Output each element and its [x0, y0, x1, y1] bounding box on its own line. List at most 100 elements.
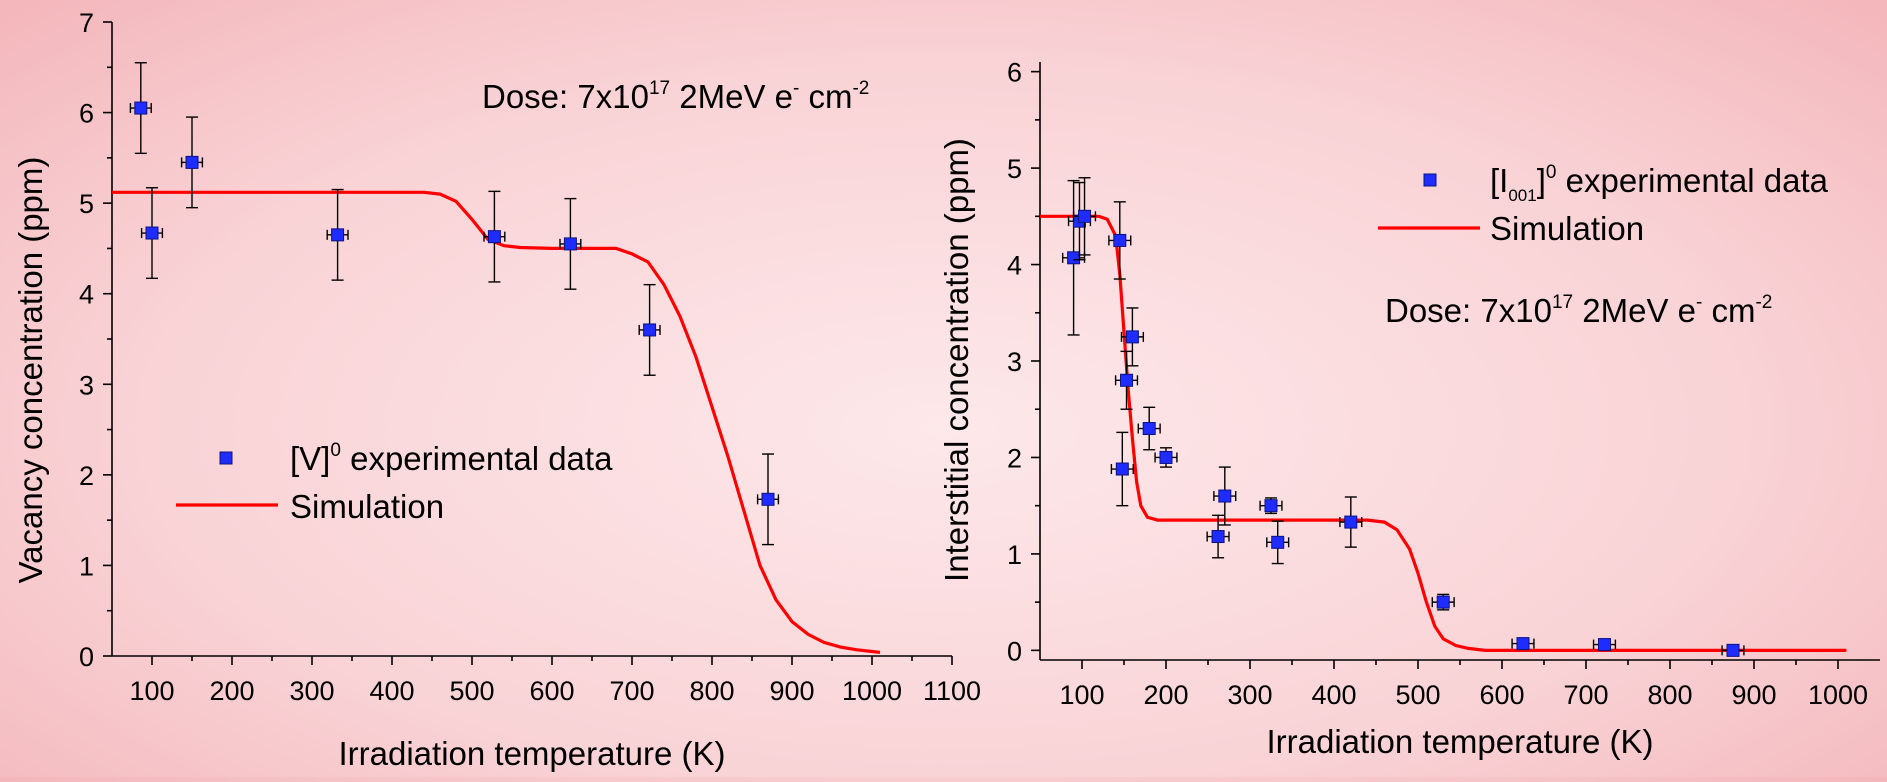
data-marker — [761, 492, 775, 506]
data-marker — [563, 237, 577, 251]
y-tick-label: 4 — [1007, 251, 1022, 281]
legend-text: [I — [1490, 162, 1508, 199]
y-tick-label: 6 — [79, 99, 94, 129]
x-tick-label: 100 — [129, 676, 174, 706]
data-marker — [487, 230, 501, 244]
data-marker — [331, 228, 345, 242]
dose-text: cm — [799, 78, 852, 115]
legend-label-simulation: Simulation — [290, 488, 444, 525]
y-tick-label: 0 — [1007, 636, 1022, 666]
data-point — [129, 62, 152, 155]
data-point — [756, 453, 780, 546]
legend-label-simulation: Simulation — [1490, 210, 1644, 247]
dose-text: Dose: 7x10 — [1385, 292, 1552, 329]
interstitial-chart: 100 200 300 400 500 600 700 800 900 10000123456Ir… — [938, 58, 1880, 760]
y-axis-label: Interstitial concentration (ppm) — [938, 138, 975, 582]
data-marker — [1218, 489, 1232, 503]
data-marker — [1067, 251, 1081, 265]
x-axis-label: Irradiation temperature (K) — [339, 735, 726, 772]
legend-text: experimental data — [341, 440, 613, 477]
y-tick-label: 0 — [79, 642, 94, 672]
legend-marker — [1423, 173, 1437, 187]
dose-text: 2MeV e — [670, 78, 793, 115]
x-tick-label: 400 — [369, 676, 414, 706]
y-tick-label: 7 — [79, 8, 94, 38]
legend-subscript: 001 — [1508, 186, 1536, 205]
dose-superscript: -2 — [852, 78, 869, 99]
data-point — [180, 116, 204, 209]
y-tick-label: 3 — [79, 370, 94, 400]
data-marker — [1113, 233, 1127, 247]
legend-text: ] — [1537, 162, 1546, 199]
legend: [V]0 experimental data Simulation — [176, 440, 613, 525]
y-tick-label: 1 — [79, 551, 94, 581]
y-tick-label: 5 — [79, 189, 94, 219]
data-marker — [134, 101, 148, 115]
data-point — [1206, 514, 1230, 559]
x-tick-label: 600 — [529, 676, 574, 706]
data-point — [1339, 496, 1363, 548]
x-tick-label: 500 — [449, 676, 494, 706]
data-point — [1110, 431, 1134, 507]
x-tick-label: 300 — [1227, 680, 1272, 710]
data-marker — [1264, 499, 1278, 513]
legend-superscript: 0 — [330, 440, 341, 461]
dose-superscript: 17 — [649, 78, 670, 99]
y-tick-label: 3 — [1007, 347, 1022, 377]
data-point — [326, 188, 349, 281]
legend-superscript: 0 — [1546, 162, 1557, 183]
x-tick-label: 1000 — [842, 676, 902, 706]
legend-label-experimental: [I001]0 experimental data — [1490, 162, 1829, 205]
data-point — [1259, 497, 1283, 515]
simulation-line — [112, 190, 881, 654]
x-tick-label: 800 — [1647, 680, 1692, 710]
data-marker — [1726, 643, 1740, 657]
dose-superscript: - — [1696, 292, 1702, 313]
data-marker — [1142, 422, 1156, 436]
data-point — [140, 187, 164, 280]
legend-label-experimental: [V]0 experimental data — [290, 440, 613, 477]
y-axis-label: Vacancy concentration (ppm) — [12, 157, 49, 584]
data-marker — [1120, 373, 1134, 387]
data-marker — [1271, 535, 1285, 549]
x-tick-label: 700 — [1563, 680, 1608, 710]
data-marker — [1159, 450, 1173, 464]
data-marker — [1125, 330, 1139, 344]
x-tick-label: 300 — [289, 676, 334, 706]
dose-text: Dose: 7x10 — [482, 78, 649, 115]
dose-annotation: Dose: 7x1017 2MeV e- cm-2 — [1385, 292, 1772, 329]
vacancy-chart: 100 200 300 400 500 600 700 800 900 1000 1100 0 1 2 3 4… — [12, 8, 981, 772]
y-tick-label: 6 — [1007, 58, 1022, 88]
x-tick-label: 100 — [1059, 680, 1104, 710]
data-point — [1213, 466, 1237, 526]
data-point — [1511, 637, 1535, 651]
y-tick-label: 4 — [79, 280, 94, 310]
data-marker — [145, 226, 159, 240]
x-tick-label: 200 — [1143, 680, 1188, 710]
x-axis-label: Irradiation temperature (K) — [1267, 723, 1654, 760]
data-marker — [1516, 637, 1530, 651]
y-tick-label: 5 — [1007, 154, 1022, 184]
dose-superscript: -2 — [1755, 292, 1772, 313]
x-tick-label: 700 — [609, 676, 654, 706]
data-marker — [1078, 209, 1092, 223]
legend: [I001]0 experimental data Simulation — [1378, 162, 1829, 247]
y-tick-label: 2 — [1007, 443, 1022, 473]
simulation-line — [1040, 214, 1847, 652]
data-point — [483, 190, 506, 283]
data-point — [1266, 520, 1290, 565]
x-tick-label: 900 — [769, 676, 814, 706]
data-marker — [1115, 462, 1129, 476]
data-marker — [1211, 530, 1225, 544]
data-point — [1072, 177, 1097, 256]
legend-text: experimental data — [1556, 162, 1828, 199]
legend-marker — [219, 451, 233, 465]
dose-superscript: 17 — [1552, 292, 1573, 313]
data-point — [1154, 447, 1178, 468]
data-point — [559, 197, 582, 290]
data-point — [1721, 643, 1745, 657]
x-tick-label: 400 — [1311, 680, 1356, 710]
x-tick-label: 500 — [1395, 680, 1440, 710]
